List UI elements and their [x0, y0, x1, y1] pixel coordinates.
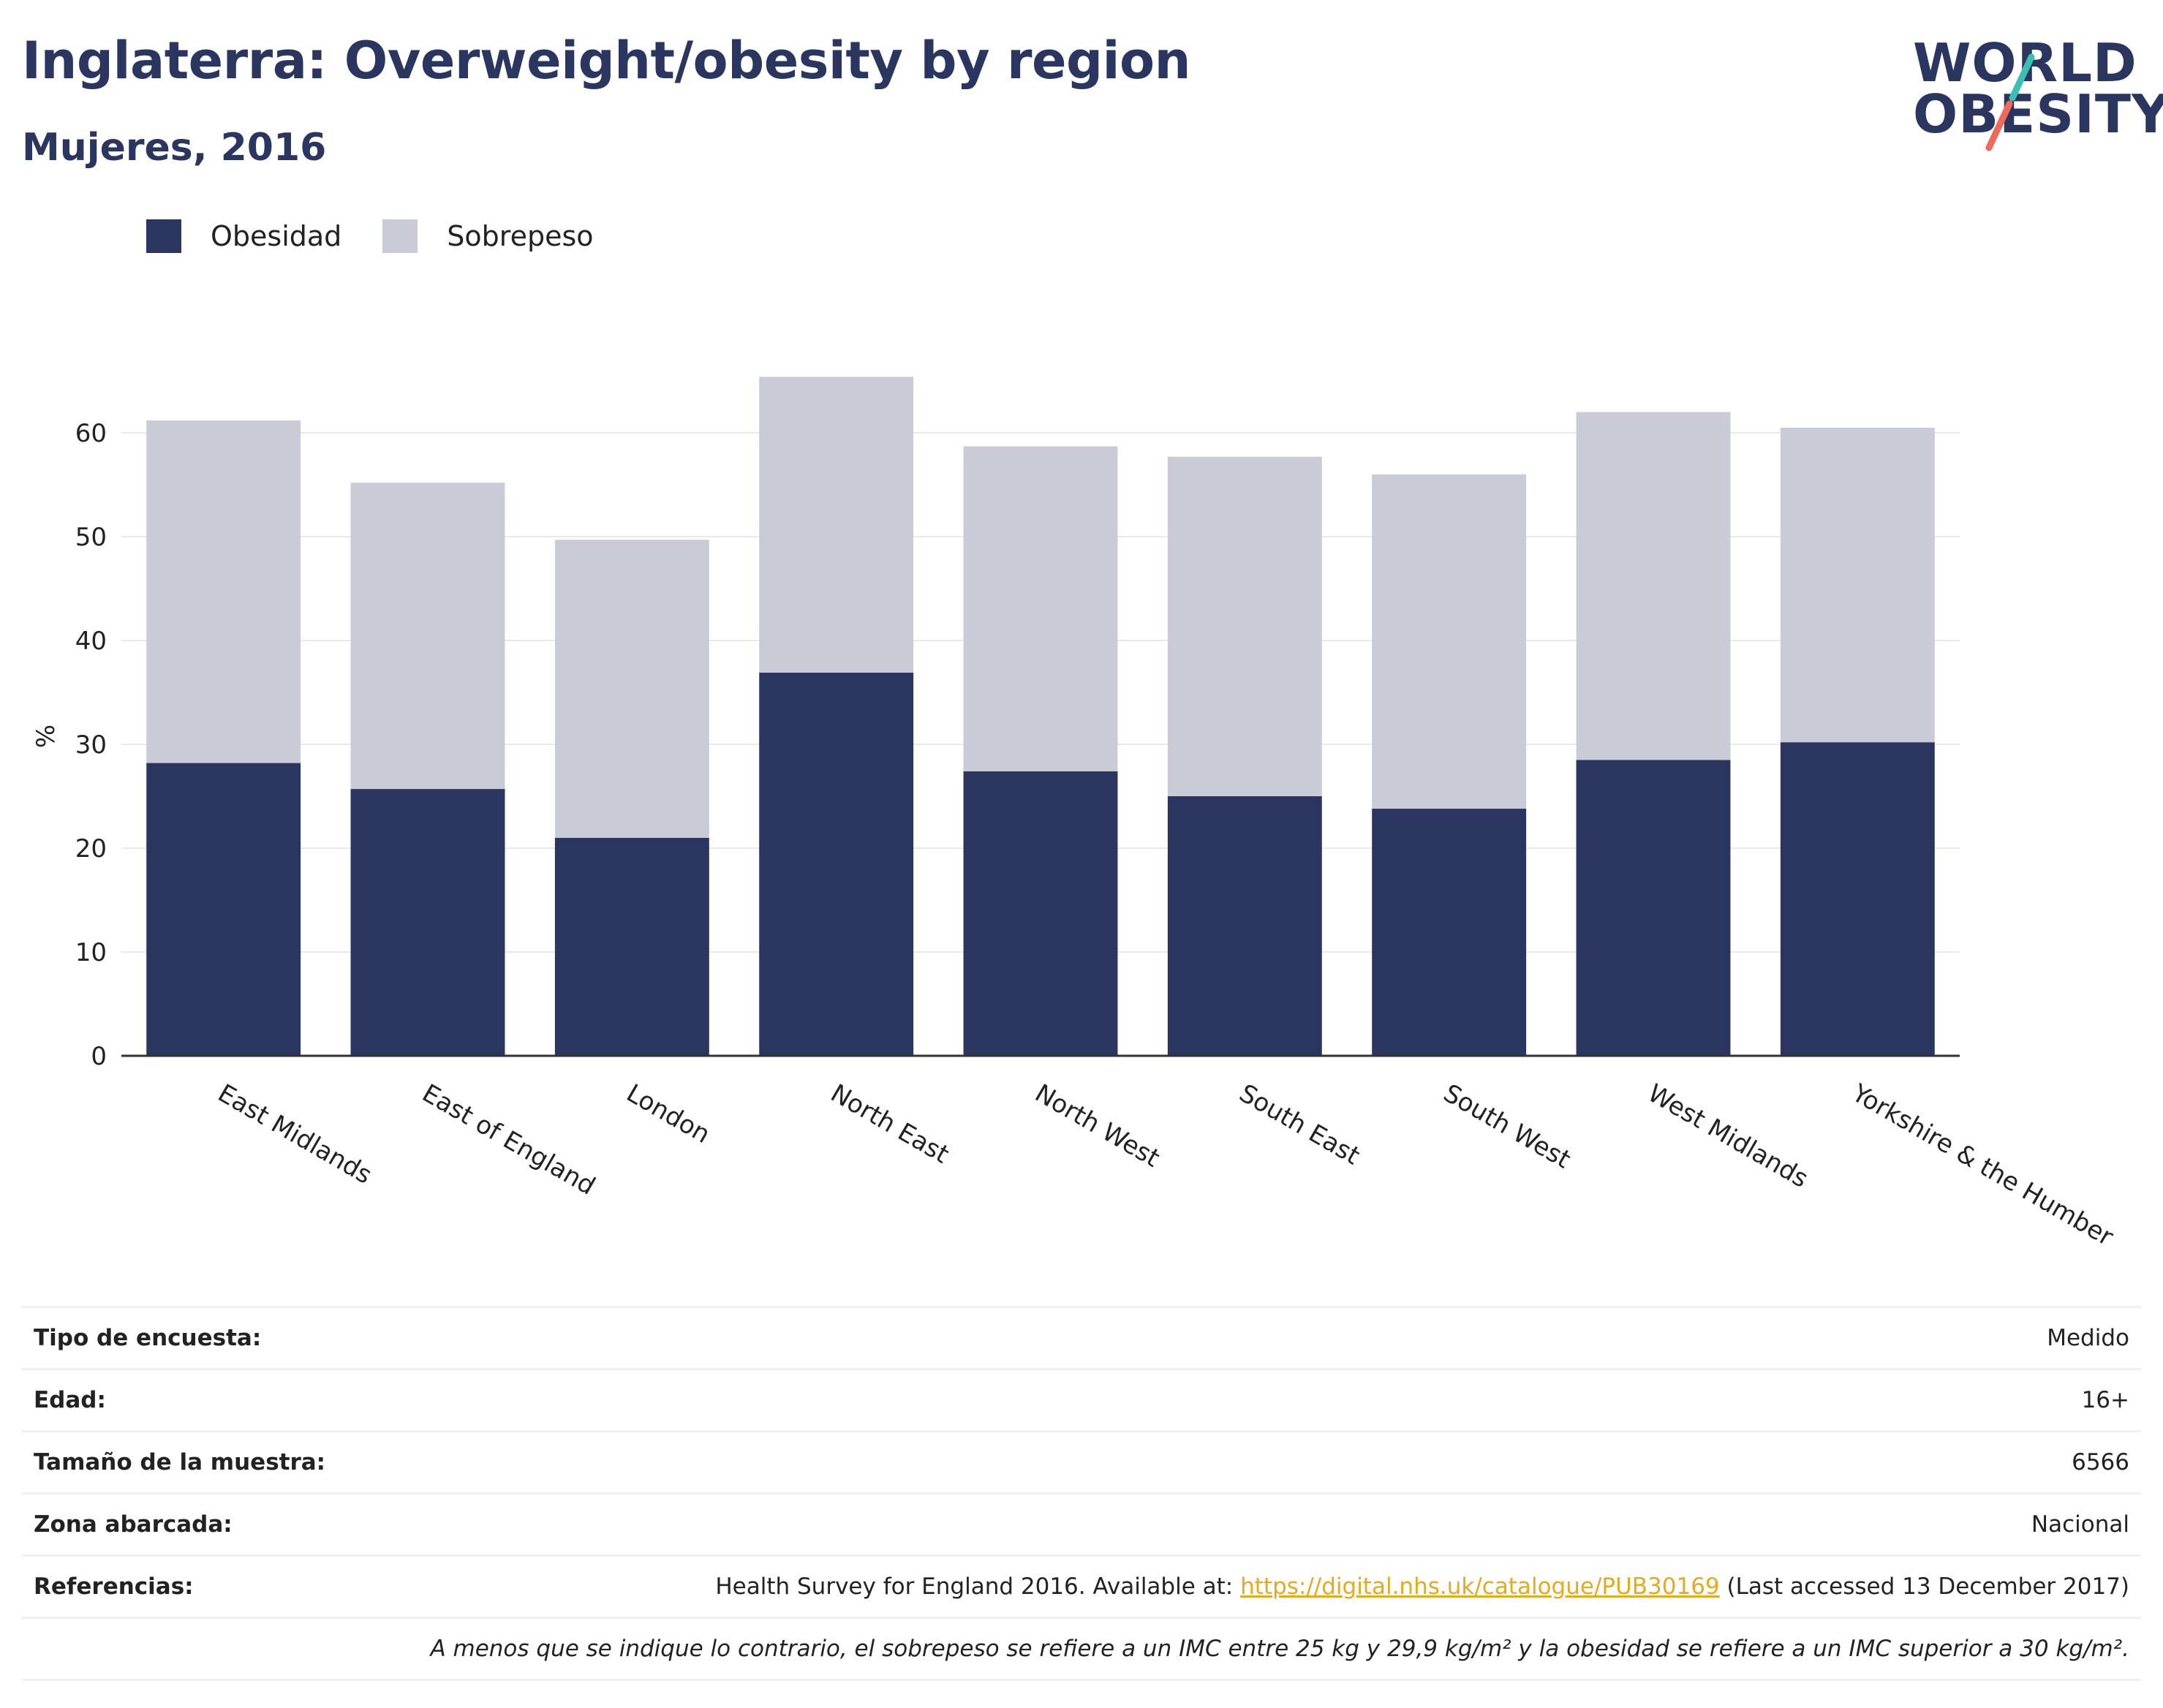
logo-line-1: WORLD	[1913, 37, 2137, 89]
info-row-survey-type: Tipo de encuesta: Medido	[22, 1306, 2141, 1368]
info-row-sample-size: Tamaño de la muestra: 6566	[22, 1430, 2141, 1492]
bar-obesity	[963, 771, 1118, 1056]
bar-overweight	[350, 483, 505, 790]
bar-obesity	[759, 673, 914, 1056]
references-suffix: (Last accessed 13 December 2017)	[1719, 1573, 2130, 1600]
info-value: Medido	[2047, 1325, 2129, 1351]
x-tick-label: North East	[826, 1078, 954, 1169]
bar-obesity	[1780, 742, 1935, 1056]
logo-line-2: OBESITY	[1913, 83, 2163, 145]
x-tick-label: Yorkshire & the Humber	[1846, 1078, 2118, 1252]
y-tick-label: 60	[75, 419, 107, 448]
world-obesity-logo: WORLD OBESITY	[1901, 22, 2163, 154]
info-value: Nacional	[2031, 1511, 2129, 1538]
legend-label-overweight: Sobrepeso	[447, 220, 594, 252]
legend-item-overweight[interactable]: Sobrepeso	[382, 219, 594, 253]
bar-overweight	[963, 446, 1118, 771]
y-tick-label: 20	[75, 834, 107, 864]
legend-swatch-obesity	[146, 219, 181, 253]
info-row-area: Zona abarcada: Nacional	[22, 1492, 2141, 1554]
references-prefix: Health Survey for England 2016. Availabl…	[715, 1573, 1241, 1600]
definition-note: A menos que se indique lo contrario, el …	[430, 1636, 2129, 1662]
legend-item-obesity[interactable]: Obesidad	[146, 219, 341, 253]
chart-title: Inglaterra: Overweight/obesity by region	[22, 31, 1190, 91]
bar-overweight	[1167, 456, 1322, 796]
y-tick-label: 40	[75, 627, 107, 656]
bar-overweight	[759, 377, 914, 673]
bar-overweight	[554, 540, 709, 838]
bar-overweight	[146, 420, 301, 763]
info-label: Tamaño de la muestra:	[34, 1449, 326, 1475]
y-axis-label: %	[31, 725, 61, 748]
bar-overweight	[1780, 427, 1935, 743]
x-tick-label: South East	[1234, 1078, 1364, 1171]
bar-obesity	[554, 837, 709, 1056]
bar-obesity	[1576, 760, 1731, 1056]
logo-slash-icon	[1985, 53, 2035, 151]
x-tick-label: North West	[1030, 1078, 1165, 1173]
bar-overweight	[1372, 474, 1527, 809]
x-tick-label: East of England	[418, 1078, 600, 1201]
info-label: Referencias:	[34, 1573, 194, 1600]
info-value: 6566	[2072, 1449, 2129, 1475]
info-label: Edad:	[34, 1387, 106, 1413]
y-tick-label: 50	[75, 523, 107, 552]
info-row-references: Referencias: Health Survey for England 2…	[22, 1554, 2141, 1617]
x-tick-label: South West	[1438, 1078, 1575, 1174]
legend-swatch-overweight	[382, 219, 418, 253]
x-tick-label: East Midlands	[213, 1078, 377, 1190]
info-row-note: A menos que se indique lo contrario, el …	[22, 1617, 2141, 1681]
bar-obesity	[1167, 796, 1322, 1056]
references-link[interactable]: https://digital.nhs.uk/catalogue/PUB3016…	[1240, 1573, 1720, 1600]
bar-obesity	[1372, 809, 1527, 1056]
y-tick-label: 0	[91, 1042, 107, 1071]
info-value: 16+	[2081, 1387, 2129, 1413]
y-tick-label: 30	[75, 730, 107, 760]
info-row-age: Edad: 16+	[22, 1368, 2141, 1430]
info-label: Zona abarcada:	[34, 1511, 233, 1538]
info-label: Tipo de encuesta:	[34, 1325, 262, 1351]
references-value: Health Survey for England 2016. Availabl…	[715, 1573, 2129, 1600]
x-tick-label: West Midlands	[1643, 1078, 1813, 1194]
bar-obesity	[146, 763, 301, 1056]
chart-legend: Obesidad Sobrepeso	[146, 219, 635, 253]
x-tick-label: London	[622, 1078, 715, 1149]
legend-label-obesity: Obesidad	[211, 220, 342, 252]
chart-subtitle: Mujeres, 2016	[22, 126, 327, 170]
bar-obesity	[350, 789, 505, 1056]
bar-overweight	[1576, 412, 1731, 760]
survey-info-table: Tipo de encuesta: Medido Edad: 16+ Tamañ…	[22, 1306, 2141, 1681]
stacked-bar-chart: 0 10 20 30 40 50 60% East Midlands East of Engla…	[31, 377, 2118, 1252]
y-tick-label: 10	[75, 938, 107, 967]
